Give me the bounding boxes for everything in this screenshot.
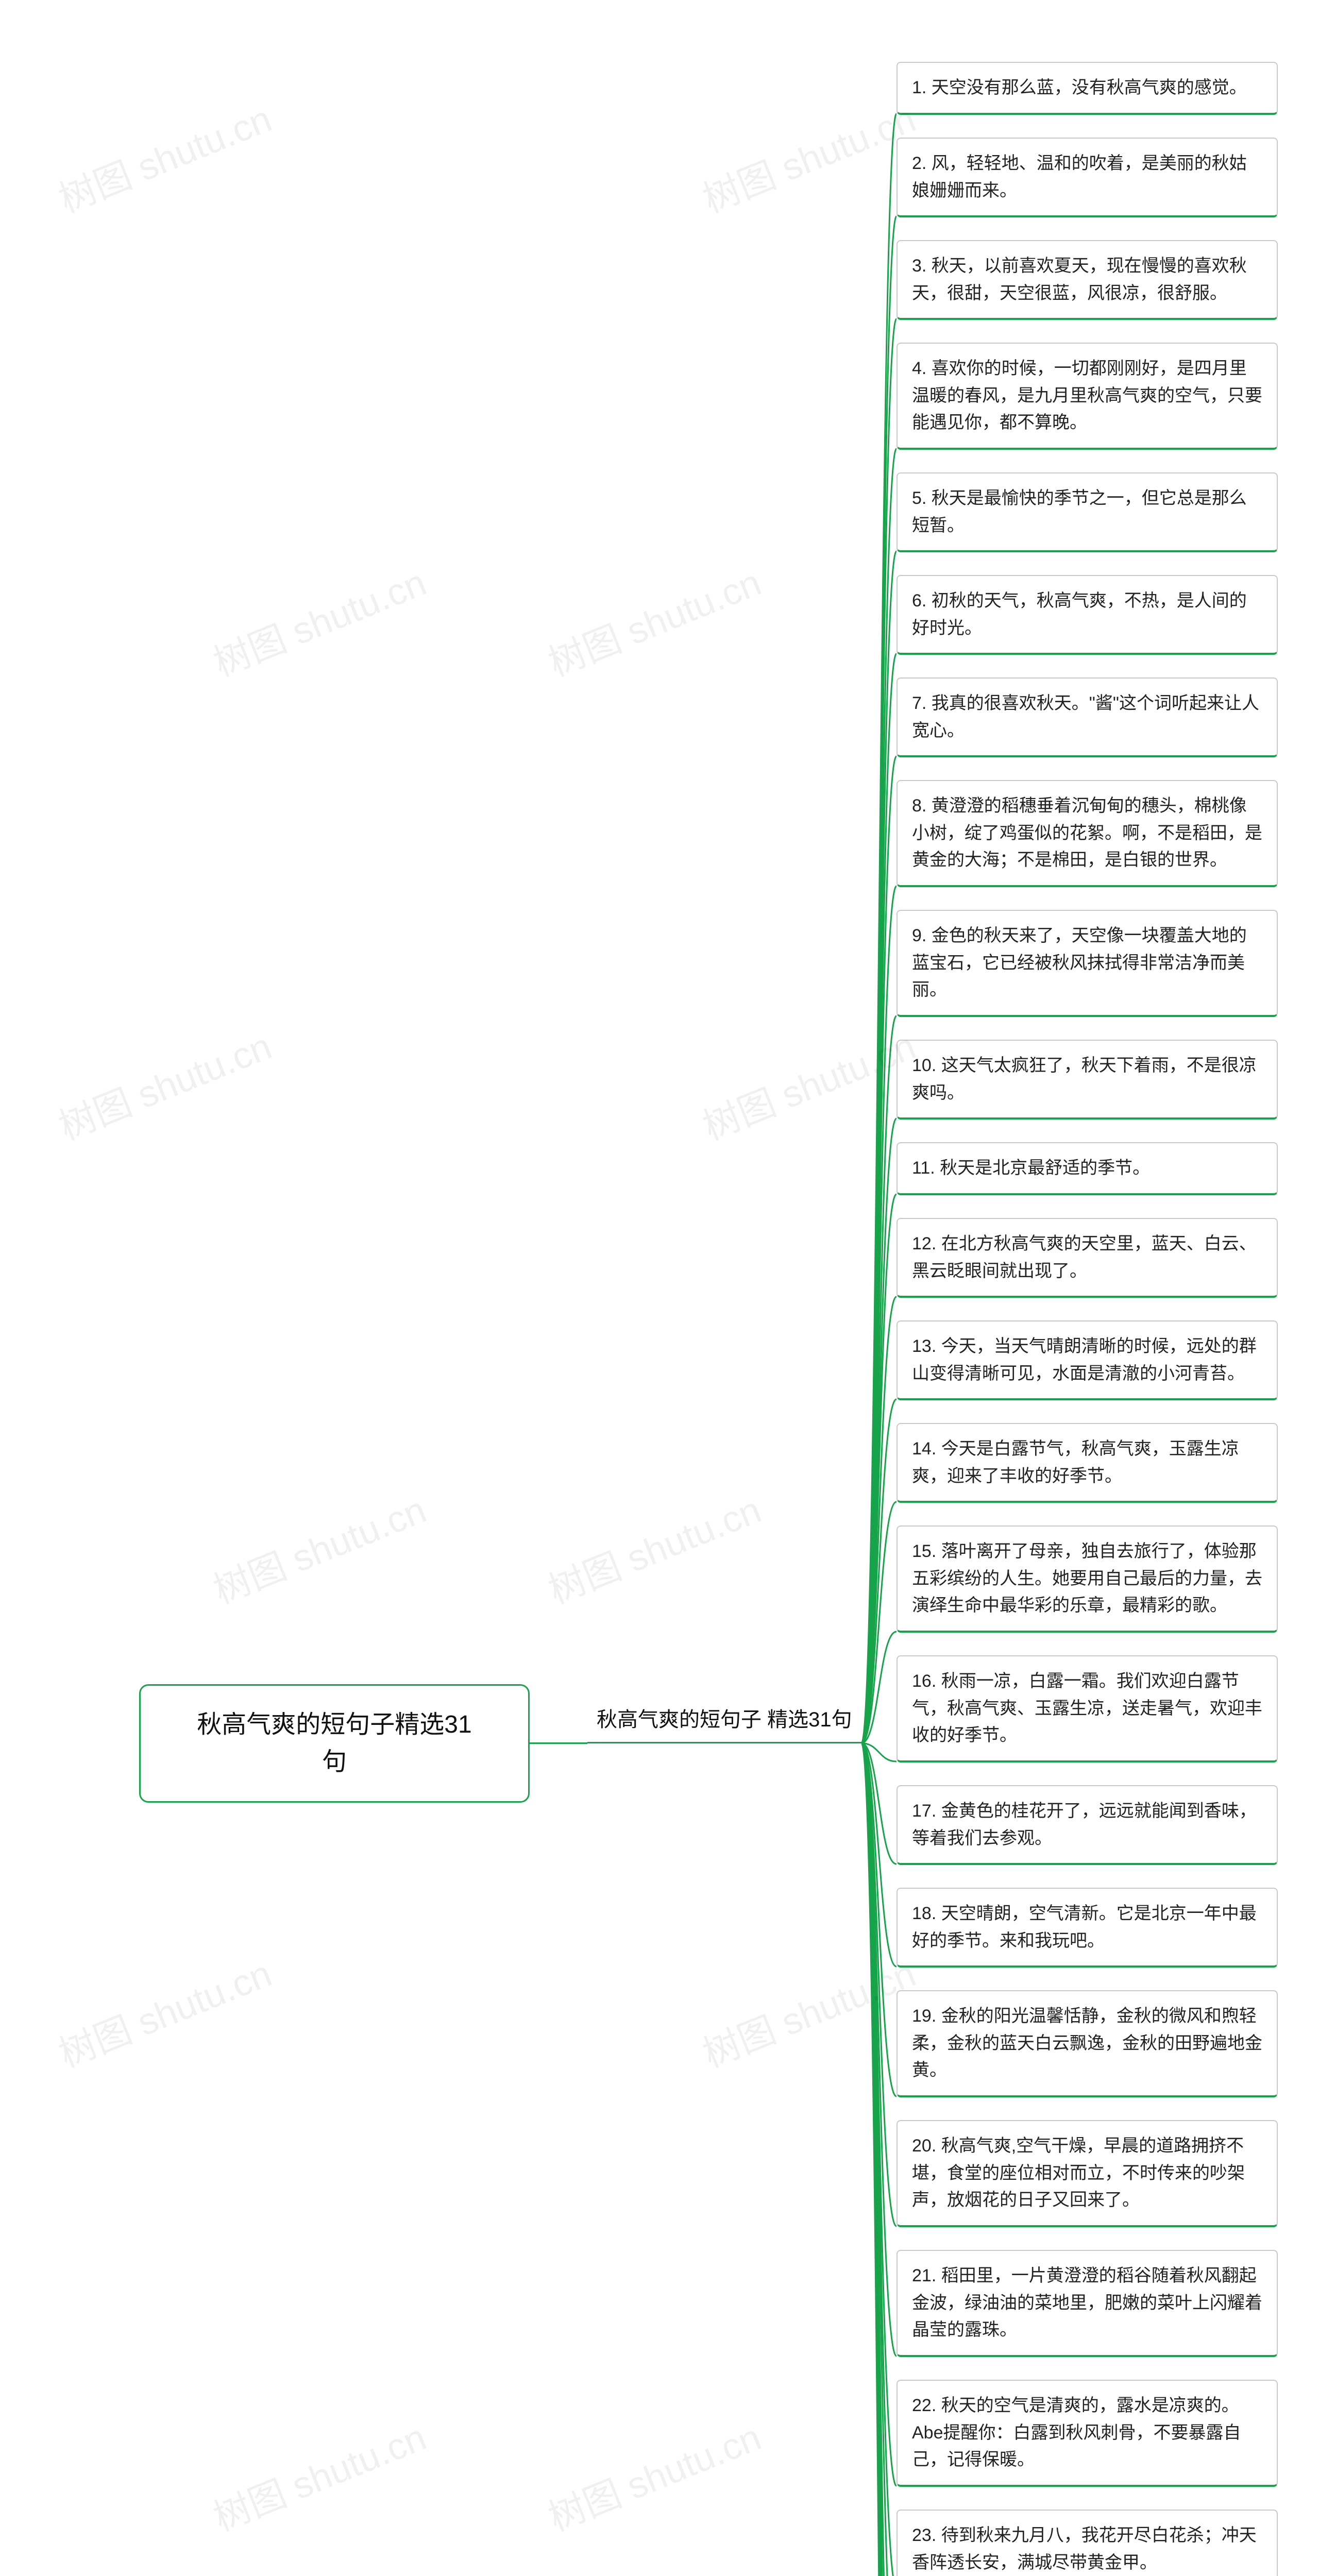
leaf-node: 8. 黄澄澄的稻穗垂着沉甸甸的穗头，棉桃像小树，绽了鸡蛋似的花絮。啊，不是稻田，… [897, 780, 1278, 887]
leaf-text: 1. 天空没有那么蓝，没有秋高气爽的感觉。 [912, 78, 1247, 97]
leaf-node: 7. 我真的很喜欢秋天。"酱"这个词听起来让人宽心。 [897, 677, 1278, 757]
leaf-node: 16. 秋雨一凉，白露一霜。我们欢迎白露节气，秋高气爽、玉露生凉，送走暑气，欢迎… [897, 1655, 1278, 1762]
watermark: 树图 shutu.cn [694, 1943, 922, 2078]
leaf-text: 22. 秋天的空气是清爽的，露水是凉爽的。Abe提醒你：白露到秋风刺骨，不要暴露… [912, 2396, 1241, 2469]
leaf-node: 18. 天空晴朗，空气清新。它是北京一年中最好的季节。来和我玩吧。 [897, 1888, 1278, 1968]
leaf-text: 17. 金黄色的桂花开了，远远就能闻到香味，等着我们去参观。 [912, 1801, 1257, 1848]
watermark: 树图 shutu.cn [204, 1480, 433, 1614]
mid-node: 秋高气爽的短句子 精选31句 [587, 1703, 861, 1743]
leaf-node: 3. 秋天，以前喜欢夏天，现在慢慢的喜欢秋天，很甜，天空很蓝，风很凉，很舒服。 [897, 240, 1278, 320]
leaf-text: 12. 在北方秋高气爽的天空里，蓝天、白云、黑云眨眼间就出现了。 [912, 1234, 1257, 1281]
watermark: 树图 shutu.cn [204, 552, 433, 687]
leaf-text: 3. 秋天，以前喜欢夏天，现在慢慢的喜欢秋天，很甜，天空很蓝，风很凉，很舒服。 [912, 256, 1247, 303]
watermark: 树图 shutu.cn [539, 1480, 768, 1614]
leaf-text: 7. 我真的很喜欢秋天。"酱"这个词听起来让人宽心。 [912, 693, 1259, 740]
leaf-text: 20. 秋高气爽,空气干燥，早晨的道路拥挤不堪，食堂的座位相对而立，不时传来的吵… [912, 2136, 1245, 2210]
root-title-line1: 秋高气爽的短句子精选31 [197, 1711, 471, 1738]
leaf-text: 11. 秋天是北京最舒适的季节。 [912, 1158, 1150, 1178]
leaf-node: 15. 落叶离开了母亲，独自去旅行了，体验那五彩缤纷的人生。她要用自己最后的力量… [897, 1526, 1278, 1633]
leaf-text: 13. 今天，当天气晴朗清晰的时候，远处的群山变得清晰可见，水面是清澈的小河青苔… [912, 1336, 1257, 1383]
leaf-node: 5. 秋天是最愉快的季节之一，但它总是那么短暂。 [897, 472, 1278, 552]
leaf-node: 10. 这天气太疯狂了，秋天下着雨，不是很凉爽吗。 [897, 1040, 1278, 1120]
leaf-text: 4. 喜欢你的时候，一切都刚刚好，是四月里温暖的春风，是九月里秋高气爽的空气，只… [912, 359, 1262, 432]
watermark: 树图 shutu.cn [49, 89, 278, 223]
watermark: 树图 shutu.cn [49, 1016, 278, 1150]
leaf-node: 9. 金色的秋天来了，天空像一块覆盖大地的蓝宝石，它已经被秋风抹拭得非常洁净而美… [897, 910, 1278, 1017]
root-node: 秋高气爽的短句子精选31 句 [139, 1684, 530, 1803]
watermark: 树图 shutu.cn [49, 1943, 278, 2078]
leaf-text: 2. 风，轻轻地、温和的吹着，是美丽的秋姑娘姗姗而来。 [912, 154, 1247, 200]
leaf-node: 21. 稻田里，一片黄澄澄的稻谷随着秋风翻起金波，绿油油的菜地里，肥嫩的菜叶上闪… [897, 2250, 1278, 2357]
leaf-node: 13. 今天，当天气晴朗清晰的时候，远处的群山变得清晰可见，水面是清澈的小河青苔… [897, 1320, 1278, 1400]
leaf-node: 11. 秋天是北京最舒适的季节。 [897, 1142, 1278, 1195]
leaf-text: 5. 秋天是最愉快的季节之一，但它总是那么短暂。 [912, 488, 1247, 535]
leaf-text: 9. 金色的秋天来了，天空像一块覆盖大地的蓝宝石，它已经被秋风抹拭得非常洁净而美… [912, 926, 1247, 999]
watermark: 树图 shutu.cn [204, 2407, 433, 2541]
mindmap-canvas: 秋高气爽的短句子精选31 句 秋高气爽的短句子 精选31句 1. 天空没有那么蓝… [0, 0, 1319, 2576]
leaf-node: 2. 风，轻轻地、温和的吹着，是美丽的秋姑娘姗姗而来。 [897, 138, 1278, 217]
root-title-line2: 句 [322, 1748, 347, 1775]
mid-label: 秋高气爽的短句子 精选31句 [597, 1708, 852, 1731]
leaf-text: 18. 天空晴朗，空气清新。它是北京一年中最好的季节。来和我玩吧。 [912, 1904, 1257, 1951]
leaf-node: 23. 待到秋来九月八，我花开尽白花杀；冲天香阵透长安，满城尽带黄金甲。 [897, 2510, 1278, 2576]
leaf-text: 6. 初秋的天气，秋高气爽，不热，是人间的好时光。 [912, 591, 1247, 638]
leaf-node: 22. 秋天的空气是清爽的，露水是凉爽的。Abe提醒你：白露到秋风刺骨，不要暴露… [897, 2380, 1278, 2487]
leaf-text: 21. 稻田里，一片黄澄澄的稻谷随着秋风翻起金波，绿油油的菜地里，肥嫩的菜叶上闪… [912, 2266, 1262, 2340]
leaf-node: 4. 喜欢你的时候，一切都刚刚好，是四月里温暖的春风，是九月里秋高气爽的空气，只… [897, 343, 1278, 450]
leaf-text: 19. 金秋的阳光温馨恬静，金秋的微风和煦轻柔，金秋的蓝天白云飘逸，金秋的田野遍… [912, 2006, 1262, 2080]
leaf-node: 14. 今天是白露节气，秋高气爽，玉露生凉爽，迎来了丰收的好季节。 [897, 1423, 1278, 1503]
leaf-text: 8. 黄澄澄的稻穗垂着沉甸甸的穗头，棉桃像小树，绽了鸡蛋似的花絮。啊，不是稻田，… [912, 796, 1262, 870]
leaf-node: 20. 秋高气爽,空气干燥，早晨的道路拥挤不堪，食堂的座位相对而立，不时传来的吵… [897, 2120, 1278, 2227]
watermark: 树图 shutu.cn [694, 1016, 922, 1150]
leaf-text: 15. 落叶离开了母亲，独自去旅行了，体验那五彩缤纷的人生。她要用自己最后的力量… [912, 1541, 1262, 1615]
leaf-text: 16. 秋雨一凉，白露一霜。我们欢迎白露节气，秋高气爽、玉露生凉，送走暑气，欢迎… [912, 1671, 1262, 1745]
leaf-text: 14. 今天是白露节气，秋高气爽，玉露生凉爽，迎来了丰收的好季节。 [912, 1439, 1239, 1486]
watermark: 树图 shutu.cn [539, 552, 768, 687]
leaf-node: 19. 金秋的阳光温馨恬静，金秋的微风和煦轻柔，金秋的蓝天白云飘逸，金秋的田野遍… [897, 1990, 1278, 2097]
leaf-node: 1. 天空没有那么蓝，没有秋高气爽的感觉。 [897, 62, 1278, 115]
watermark: 树图 shutu.cn [539, 2407, 768, 2541]
leaf-node: 12. 在北方秋高气爽的天空里，蓝天、白云、黑云眨眼间就出现了。 [897, 1218, 1278, 1298]
watermark: 树图 shutu.cn [694, 89, 922, 223]
leaf-node: 6. 初秋的天气，秋高气爽，不热，是人间的好时光。 [897, 575, 1278, 655]
leaf-node: 17. 金黄色的桂花开了，远远就能闻到香味，等着我们去参观。 [897, 1785, 1278, 1865]
leaf-text: 10. 这天气太疯狂了，秋天下着雨，不是很凉爽吗。 [912, 1056, 1257, 1103]
leaf-text: 23. 待到秋来九月八，我花开尽白花杀；冲天香阵透长安，满城尽带黄金甲。 [912, 2526, 1257, 2572]
